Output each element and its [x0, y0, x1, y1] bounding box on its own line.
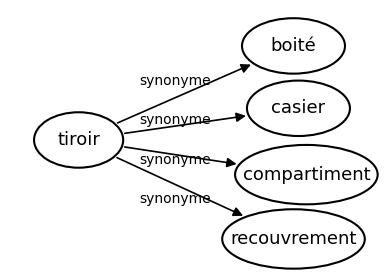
Ellipse shape	[242, 18, 345, 74]
Text: synonyme: synonyme	[139, 192, 210, 206]
Ellipse shape	[235, 145, 378, 204]
Text: synonyme: synonyme	[139, 74, 210, 87]
Text: tiroir: tiroir	[57, 131, 100, 149]
Text: casier: casier	[272, 99, 326, 117]
Ellipse shape	[247, 81, 350, 136]
Text: synonyme: synonyme	[139, 153, 210, 167]
Ellipse shape	[222, 209, 365, 269]
Text: boité: boité	[271, 37, 316, 55]
Ellipse shape	[34, 112, 123, 168]
Text: compartiment: compartiment	[243, 166, 370, 184]
Text: recouvrement: recouvrement	[230, 230, 357, 248]
Text: synonyme: synonyme	[139, 113, 210, 127]
